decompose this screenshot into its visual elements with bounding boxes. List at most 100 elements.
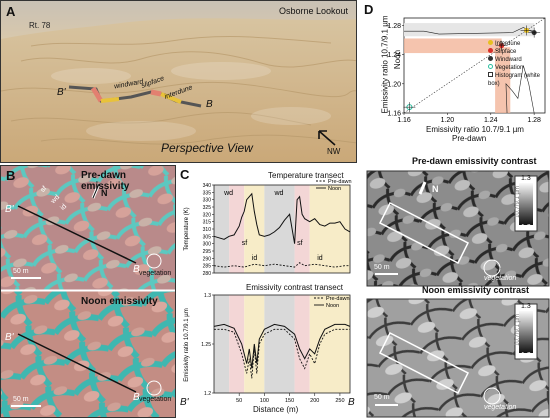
x-tick-label: 1.24 <box>484 117 498 124</box>
panel-b-image <box>1 166 175 417</box>
temperature-transect-title: Temperature transect <box>268 171 344 180</box>
d-ylabel: Emissivity ratio 10.7/9.1 µm <box>380 15 390 114</box>
d-xlabel: Emissivity ratio 10.7/9.1 µm <box>426 125 524 134</box>
region-band <box>264 295 295 393</box>
noon-contrast-title: Noon emissivity contrast <box>422 285 530 295</box>
b-top: B <box>133 264 140 275</box>
y-tick-label: 320 <box>203 212 212 218</box>
y-tick-label: 310 <box>203 227 212 233</box>
bar-bottom-1: 1.2 <box>521 224 531 231</box>
legend-histogram: Histogram (white box) <box>488 72 541 87</box>
d-scale-1: 50 m <box>374 264 390 271</box>
slipface-marker-icon <box>488 48 493 53</box>
panel-d-letter: D <box>364 2 374 17</box>
region-band <box>294 185 310 273</box>
region-band <box>309 295 350 393</box>
y-tick-label: 1.28 <box>387 23 401 30</box>
panel-b-letter: B <box>6 168 16 183</box>
perspective-view-label: Perspective View <box>161 141 253 155</box>
legend-label: Pre-dawn <box>328 179 352 185</box>
bar-top-2: 1.3 <box>521 303 531 310</box>
pre-dawn-emissivity-title: Pre-dawn emissivity <box>81 170 130 192</box>
d-legend: Interdune Slipface Windward Vegetation H… <box>488 40 546 88</box>
y-tick-label: 280 <box>203 271 212 277</box>
interdune-marker-icon <box>488 40 493 45</box>
one-to-one-line <box>403 17 546 114</box>
panel-b: B Pre-dawn emissivity Noon emissivity N … <box>0 165 176 418</box>
b-prime-label: B' <box>57 87 66 98</box>
legend-windward: Windward <box>488 56 546 64</box>
legend-label: Noon <box>328 186 341 192</box>
legend-vegetation: Vegetation <box>488 64 546 72</box>
bar-label-2: 10.7/9.1 µm <box>514 314 521 346</box>
road-label: Rt. 78 <box>29 21 51 30</box>
y-tick-label: 300 <box>203 242 212 248</box>
scale-bottom: 50 m <box>13 396 29 403</box>
series-line-pre-dawn <box>213 262 350 268</box>
legend-label: Noon <box>326 303 339 309</box>
series-line-noon <box>213 192 351 244</box>
x-tick-label: 100 <box>260 398 269 404</box>
region-band <box>294 295 310 393</box>
region-band <box>229 185 245 273</box>
y-tick-label: 295 <box>203 249 212 255</box>
panel-d-scatter: 1.16 1.20 1.24 1.28 1.28 1.24 1.20 1.16 <box>387 17 546 124</box>
lookout-label: Osborne Lookout <box>279 6 349 16</box>
y-tick-label: 1.16 <box>387 111 401 118</box>
bar-top-1: 1.3 <box>521 175 531 182</box>
region-label: sf <box>242 240 248 247</box>
north-label: N <box>101 188 108 198</box>
bar-bottom-2: 1.2 <box>521 352 531 359</box>
region-label: wd <box>273 190 283 197</box>
c-bottom-ylabel: Emissivity ratio 10.7/9.1 µm <box>184 308 190 381</box>
x-tick-label: 250 <box>335 398 344 404</box>
d-grayscale-images <box>366 170 550 418</box>
slipface-band-h <box>404 38 502 54</box>
emissivity-transect-title: Emissivity contrast transect <box>246 283 343 292</box>
x-tick-label: 1.28 <box>527 117 541 124</box>
y-tick-label: 1.20 <box>387 81 401 88</box>
y-tick-label: 340 <box>203 183 212 189</box>
region-label: sf <box>297 240 303 247</box>
vegetation-marker-icon <box>488 64 493 69</box>
c-b: B <box>348 397 355 408</box>
x-tick-label: 50 <box>236 398 242 404</box>
nw-arrow-icon <box>318 130 336 146</box>
scale-top: 50 m <box>13 268 29 275</box>
histogram-h <box>404 27 535 35</box>
d-vegetation-1: vegetation <box>484 275 517 282</box>
panel-a-image <box>1 1 356 162</box>
region-band <box>214 185 230 273</box>
y-tick-label: 315 <box>203 220 212 226</box>
region-band <box>214 295 230 393</box>
legend-interdune: Interdune <box>488 40 546 48</box>
b-prime-top: B' <box>5 204 14 215</box>
d-xlabel2: Pre-dawn <box>452 134 487 143</box>
panel-a-letter: A <box>6 4 16 19</box>
panel-c-letter: C <box>180 167 190 182</box>
panel-a: A Rt. 78 Osborne Lookout B' windward sli… <box>0 0 357 163</box>
d-ylabel2: Noon <box>393 49 403 70</box>
y-tick-label: 1.24 <box>387 52 401 59</box>
region-band <box>244 185 265 273</box>
y-tick-label: 1.25 <box>201 342 211 348</box>
panel-c: 340 335 330 325 320 315 310 305 300 295 290 285 280 1… <box>178 165 358 418</box>
windward-band <box>404 23 535 37</box>
series-line-noon <box>213 323 351 369</box>
series-line-pre-dawn <box>214 328 350 379</box>
x-tick-label: 150 <box>285 398 294 404</box>
pre-dawn-contrast-title: Pre-dawn emissivity contrast <box>412 156 537 166</box>
c-xlabel: Distance (m) <box>253 405 299 414</box>
y-tick-label: 325 <box>203 205 212 211</box>
legend-label: Pre-dawn <box>326 296 350 302</box>
c-b-prime: B' <box>180 397 189 408</box>
legend-slipface: Slipface <box>488 48 546 56</box>
y-tick-label: 1.2 <box>204 391 211 397</box>
noon-emissivity-title: Noon emissivity <box>81 296 158 307</box>
bar-label-1: 10.7/9.1 µm <box>514 186 521 218</box>
windward-marker-icon <box>488 56 493 61</box>
b-prime-bottom: B' <box>5 332 14 343</box>
d-north-label: N <box>432 184 439 194</box>
y-tick-label: 335 <box>203 190 212 196</box>
